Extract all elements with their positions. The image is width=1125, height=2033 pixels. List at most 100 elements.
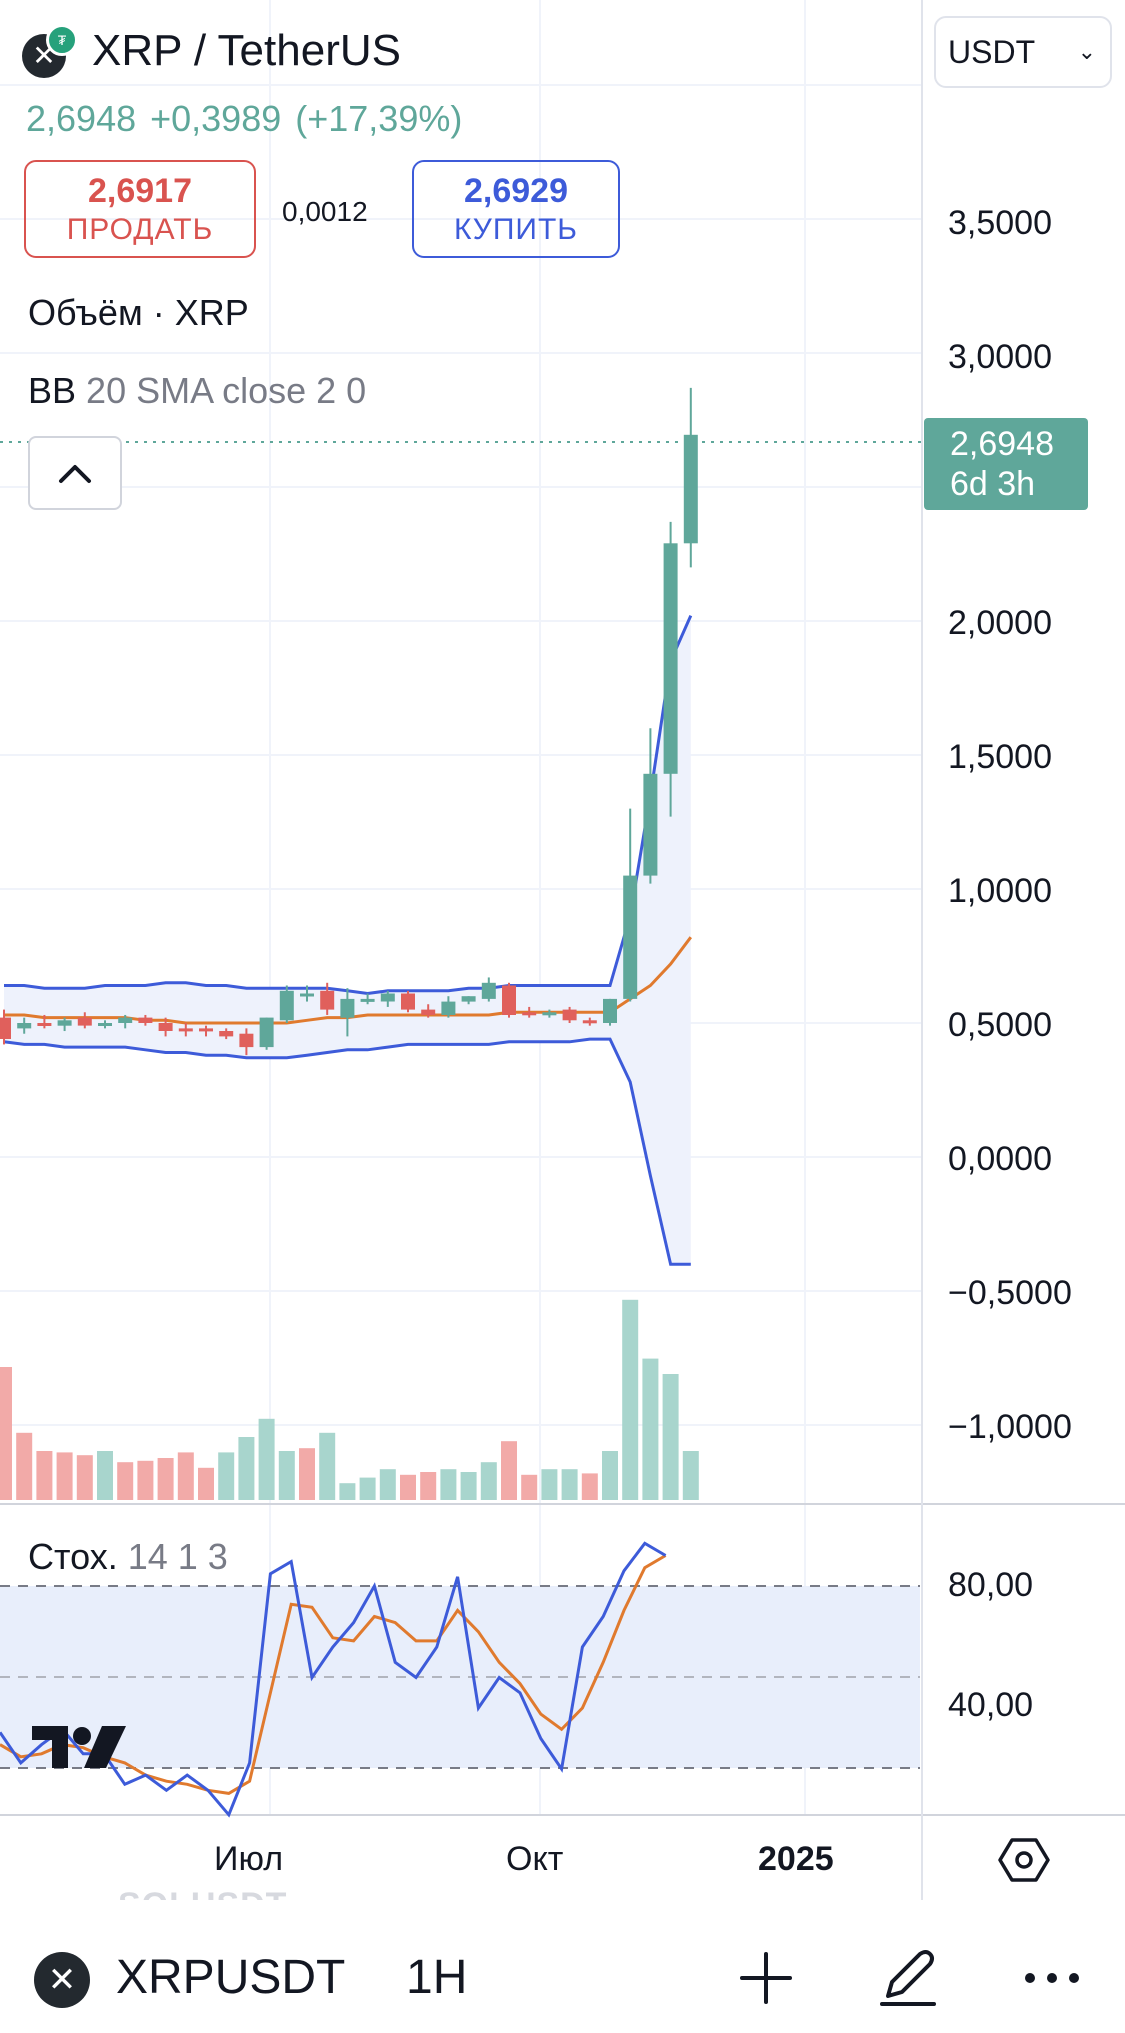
- volume-bar: [157, 1458, 174, 1500]
- last-price-label-value: 2,6948: [950, 425, 1054, 463]
- price-summary: 2,6948 +0,3989 (+17,39%): [26, 98, 476, 140]
- time-axis-label: Окт: [506, 1840, 564, 1878]
- bar-countdown: 6d 3h: [950, 465, 1036, 503]
- candle-body: [461, 996, 476, 1002]
- candle-body: [178, 1028, 193, 1032]
- xrp-logo-icon[interactable]: ✕: [34, 1952, 90, 2008]
- bb-lower-line: [3, 1037, 691, 1266]
- bb-legend-params: 20 SMA close 2 0: [86, 370, 367, 411]
- volume-bar: [278, 1451, 295, 1500]
- candle-body: [138, 1017, 153, 1023]
- volume-bar: [642, 1358, 659, 1500]
- volume-bar: [218, 1452, 235, 1500]
- price-axis-label: 2,0000: [948, 604, 1052, 642]
- volume-bar: [299, 1448, 315, 1500]
- candle-body: [441, 1001, 456, 1015]
- volume-bar: [682, 1451, 699, 1500]
- volume-bar: [177, 1452, 194, 1500]
- candle-body: [17, 1023, 32, 1029]
- candle-body: [421, 1009, 436, 1015]
- candle-body: [380, 993, 395, 1002]
- bb-upper-line: [4, 614, 693, 996]
- stoch-legend-name: Стох.: [28, 1536, 118, 1577]
- candle-body: [481, 982, 496, 999]
- volume-bar: [662, 1374, 679, 1500]
- sell-label: ПРОДАТЬ: [66, 213, 214, 246]
- price-change-abs: +0,3989: [150, 98, 282, 139]
- price-axis-label: 0,0000: [948, 1140, 1052, 1178]
- volume-bar: [56, 1452, 73, 1500]
- collapse-legend-button[interactable]: [28, 436, 122, 510]
- candles: [0, 387, 698, 1056]
- symbol-button[interactable]: XRPUSDT: [116, 1951, 346, 2004]
- bb-band-fill: [4, 615, 691, 1265]
- price-axis-label: 3,5000: [948, 204, 1052, 242]
- candle-body: [320, 990, 335, 1010]
- volume-bar: [198, 1467, 214, 1500]
- stoch-d-line: [0, 1554, 667, 1795]
- candle-body: [502, 985, 516, 1015]
- price-axis-label: −1,0000: [948, 1408, 1072, 1446]
- candle-body: [663, 543, 678, 774]
- candle-body: [522, 1012, 537, 1016]
- volume-bar: [460, 1472, 477, 1500]
- candle-body: [0, 1017, 11, 1039]
- bb-legend[interactable]: BB 20 SMA close 2 0: [28, 370, 366, 412]
- pair-title[interactable]: XRP / TetherUS: [92, 26, 401, 75]
- time-axis-label: Июл: [214, 1840, 284, 1878]
- volume-bar: [339, 1483, 356, 1500]
- candle-body: [158, 1023, 173, 1031]
- volume-legend[interactable]: Объём · XRP: [28, 292, 249, 333]
- candle-body: [340, 998, 355, 1018]
- candle-body: [199, 1028, 213, 1032]
- currency-value: USDT: [948, 34, 1036, 70]
- bottom-toolbar: [0, 1900, 1125, 2033]
- candle-body: [300, 993, 314, 997]
- time-axis-label: 2025: [758, 1840, 834, 1878]
- price-axis-label: 0,5000: [948, 1006, 1052, 1044]
- buy-price: 2,6929: [464, 172, 568, 210]
- chevron-down-icon: ⌄: [1077, 39, 1096, 64]
- candle-body: [98, 1023, 112, 1026]
- stoch-axis-label: 40,00: [948, 1686, 1034, 1724]
- candle-body: [77, 1017, 92, 1026]
- stoch-legend-params: 14 1 3: [127, 1536, 228, 1577]
- sell-price: 2,6917: [88, 172, 192, 210]
- last-price-label: 2,6948 6d 3h: [924, 418, 1088, 510]
- volume-bar: [359, 1477, 376, 1500]
- volume-bar: [602, 1451, 618, 1500]
- candle-body: [542, 1012, 557, 1016]
- volume-bar: [541, 1469, 558, 1500]
- candle-body: [683, 434, 698, 544]
- candle-body: [603, 998, 617, 1023]
- candle-body: [643, 773, 658, 876]
- volume-bar: [521, 1474, 538, 1500]
- hexagon-settings-icon[interactable]: [998, 1834, 1050, 1886]
- bb-legend-name: BB: [28, 370, 77, 411]
- chart-grid: [0, 0, 922, 1815]
- pen-icon[interactable]: [876, 1944, 940, 2008]
- spread-value: 0,0012: [282, 196, 368, 227]
- tether-badge-icon: ₮: [46, 24, 78, 56]
- volume-bar: [480, 1462, 497, 1500]
- stoch-legend[interactable]: Стох. 14 1 3: [28, 1536, 228, 1578]
- plus-icon[interactable]: [734, 1946, 798, 2010]
- volume-bar: [400, 1474, 416, 1500]
- candle-body: [239, 1033, 254, 1048]
- xrp-logo-icon: ✕ ₮: [22, 24, 78, 78]
- price-change-pct: (+17,39%): [295, 98, 463, 139]
- volume-bars: [0, 1299, 699, 1500]
- volume-bar: [36, 1451, 53, 1500]
- more-dots-icon[interactable]: [1020, 1946, 1084, 2010]
- interval-button[interactable]: 1H: [406, 1951, 468, 2004]
- candle-body: [562, 1009, 577, 1021]
- buy-label: КУПИТЬ: [453, 213, 578, 246]
- chart-canvas[interactable]: [0, 0, 1125, 1900]
- sell-button[interactable]: 2,6917 ПРОДАТЬ: [24, 160, 256, 258]
- volume-bar: [97, 1451, 113, 1500]
- candle-body: [219, 1031, 234, 1037]
- currency-select[interactable]: USDT ⌄: [934, 16, 1112, 88]
- buy-button[interactable]: 2,6929 КУПИТЬ: [412, 160, 620, 258]
- volume-bar: [501, 1441, 517, 1500]
- volume-bar: [76, 1455, 93, 1500]
